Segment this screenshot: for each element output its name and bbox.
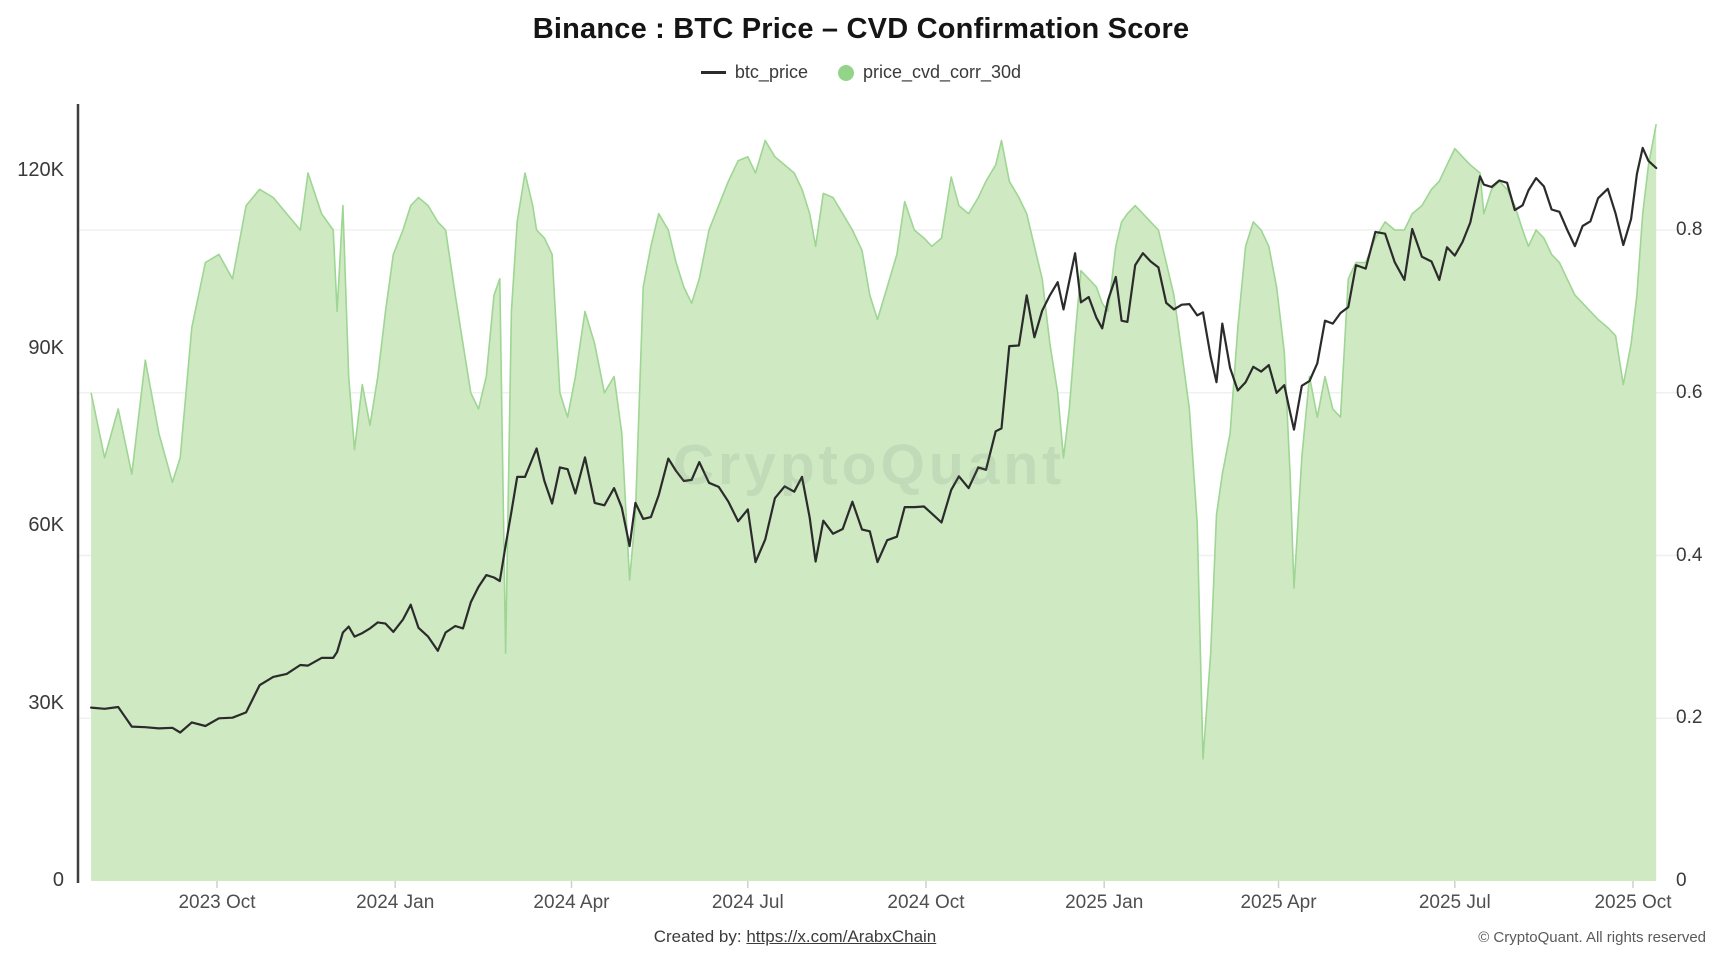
x-axis-label: 2023 Oct [178,892,256,913]
cryptoquant-watermark: CryptoQuant [672,433,1066,497]
y-axis-label-right: 0.4 [1676,544,1703,566]
line-swatch-icon [700,71,726,74]
x-axis-label: 2025 Jan [1065,892,1144,913]
y-axis-label-right: 0.2 [1676,707,1703,729]
x-axis-label: 2025 Jul [1418,892,1491,913]
x-axis-label: 2024 Oct [887,892,965,913]
legend: btc_price price_cvd_corr_30d [0,62,1722,83]
legend-label: price_cvd_corr_30d [862,62,1022,82]
created-by-label: Created by: [653,927,742,946]
y-axis-label-right: 0.6 [1676,381,1703,403]
legend-item-price-cvd-corr: price_cvd_corr_30d [837,62,1022,83]
legend-item-btc-price: btc_price [700,62,808,83]
y-axis-label-left: 0 [52,869,64,891]
y-axis-label-left: 90K [28,336,64,359]
btc-price-line [90,146,1658,734]
x-axis-label: 2024 Jul [711,892,784,913]
y-axis-label-right: 0 [1676,870,1687,891]
x-axis-label: 2025 Apr [1240,892,1317,913]
x-axis-label: 2024 Jan [356,892,435,913]
author-link[interactable]: https://x.com/ArabxChain [746,927,937,946]
legend-label: btc_price [734,62,808,82]
copyright-note: © CryptoQuant. All rights reserved [1478,929,1706,946]
y-axis-label-left: 60K [28,514,64,536]
x-axis-label: 2024 Apr [533,892,610,913]
created-by-note: Created by: https://x.com/ArabxChain [654,927,937,947]
y-axis-label-left: 30K [28,691,64,714]
page-title: Binance : BTC Price – CVD Confirmation S… [532,13,1190,45]
dot-swatch-icon [837,64,854,81]
x-axis-label: 2025 Oct [1594,892,1672,913]
cvd-corr-area [91,124,1657,881]
cvd-corr-area-edge [90,124,1657,760]
y-axis-label-left: 120K [17,159,64,181]
y-axis-label-right: 0.8 [1676,219,1703,240]
